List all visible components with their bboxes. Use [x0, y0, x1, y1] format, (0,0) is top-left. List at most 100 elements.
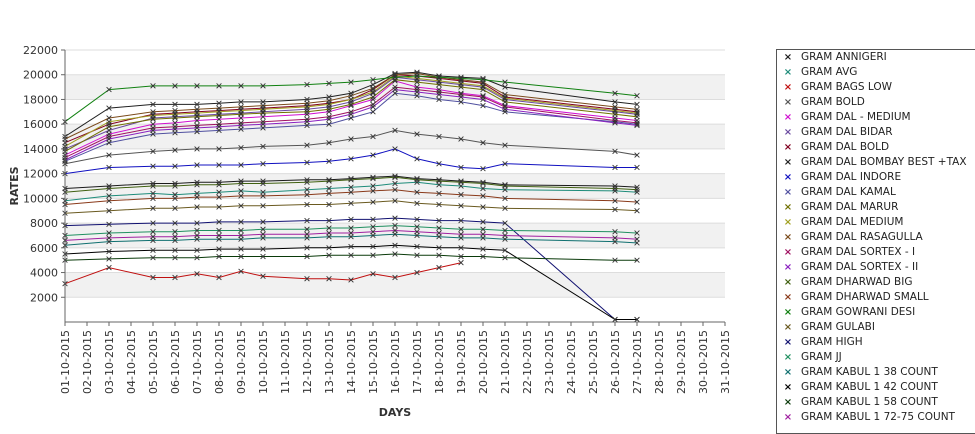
data-point: [238, 227, 244, 234]
data-point: [458, 217, 464, 224]
data-point: [326, 201, 332, 208]
line-chart: 2000 4000 6000 8000 10000 12000 14000 16000 1800…: [8, 44, 732, 419]
data-point: [612, 198, 618, 204]
plot-band: [65, 297, 725, 322]
data-point: [260, 273, 266, 279]
series-line: [64, 244, 637, 320]
series-22: [62, 231, 640, 249]
data-point: [392, 180, 398, 187]
data-point: [216, 227, 222, 234]
series-line: [64, 92, 638, 162]
data-point: [194, 179, 200, 186]
series-line: [64, 75, 638, 147]
data-point: [502, 205, 508, 211]
data-point: [194, 232, 200, 239]
data-point: [480, 94, 486, 100]
series-line: [64, 181, 638, 202]
legend-label: GRAM DAL - MEDIUM: [801, 111, 911, 123]
data-point: [348, 136, 354, 142]
data-point: [304, 231, 310, 237]
data-point: [326, 140, 332, 146]
legend-marker: ×: [783, 172, 793, 183]
plot-band: [65, 50, 725, 75]
data-point: [150, 127, 156, 134]
data-point: [304, 201, 310, 208]
data-point: [436, 245, 442, 251]
data-point: [502, 195, 508, 202]
data-point: [370, 85, 376, 92]
legend-marker: ×: [783, 382, 793, 393]
data-point: [612, 235, 618, 241]
plot-band: [65, 223, 725, 248]
data-point: [150, 233, 156, 240]
data-point: [194, 194, 200, 200]
data-point: [216, 162, 222, 168]
x-axis-title: DAYS: [379, 406, 412, 419]
data-point: [370, 133, 376, 140]
data-point: [436, 91, 442, 98]
data-point: [150, 205, 156, 211]
x-tick-label: 14-10-2015: [345, 330, 358, 394]
legend-label: GRAM BOLD: [801, 96, 865, 108]
data-point: [106, 193, 112, 199]
legend-item: × GRAM JJ: [777, 350, 975, 365]
series-line: [64, 71, 638, 137]
data-point: [502, 247, 508, 254]
legend-marker: ×: [783, 277, 793, 288]
data-point: [194, 247, 200, 254]
data-point: [370, 94, 376, 100]
data-point: [216, 100, 222, 106]
data-point: [458, 253, 464, 260]
data-point: [150, 220, 156, 226]
data-point: [260, 121, 266, 127]
legend-item: × GRAM DAL INDORE: [777, 170, 975, 185]
legend-item: × GRAM DAL BIDAR: [777, 125, 975, 140]
data-point: [304, 109, 310, 115]
data-point: [502, 183, 508, 189]
y-tick-label: 22000: [23, 44, 58, 57]
data-point: [414, 189, 420, 195]
data-point: [370, 183, 376, 189]
series-layer: [62, 69, 640, 323]
data-point: [436, 133, 442, 140]
data-point: [238, 232, 244, 239]
data-point: [194, 125, 200, 131]
data-point: [150, 190, 156, 197]
x-tick-label: 05-10-2015: [147, 330, 160, 394]
data-point: [480, 204, 486, 210]
data-point: [634, 316, 640, 323]
data-point: [326, 121, 332, 127]
data-point: [414, 269, 420, 276]
data-point: [612, 99, 618, 105]
data-point: [326, 158, 332, 164]
y-tick-label: 8000: [30, 217, 58, 230]
data-point: [172, 274, 178, 281]
data-point: [326, 230, 332, 236]
data-point: [502, 161, 508, 167]
data-point: [634, 208, 640, 214]
data-point: [612, 148, 618, 155]
data-point: [612, 104, 618, 110]
x-tick-label: 27-10-2015: [631, 330, 644, 394]
data-point: [216, 179, 222, 186]
data-point: [194, 204, 200, 210]
data-point: [194, 220, 200, 226]
series-line: [64, 74, 638, 144]
data-point: [106, 164, 112, 171]
series-line: [64, 229, 638, 241]
legend-marker: ×: [783, 97, 793, 108]
x-tick-label: 02-10-2015: [81, 330, 94, 394]
data-point: [238, 162, 244, 168]
data-point: [348, 216, 354, 223]
legend-item: × GRAM BOLD: [777, 95, 975, 110]
data-point: [612, 188, 618, 194]
legend-marker: ×: [783, 157, 793, 168]
legend-marker: ×: [783, 262, 793, 273]
data-point: [370, 188, 376, 194]
data-point: [326, 276, 332, 282]
legend-marker: ×: [783, 397, 793, 408]
data-point: [414, 86, 420, 93]
legend-label: GRAM KABUL 1 38 COUNT: [801, 366, 938, 378]
data-point: [172, 180, 178, 187]
legend-marker: ×: [783, 367, 793, 378]
